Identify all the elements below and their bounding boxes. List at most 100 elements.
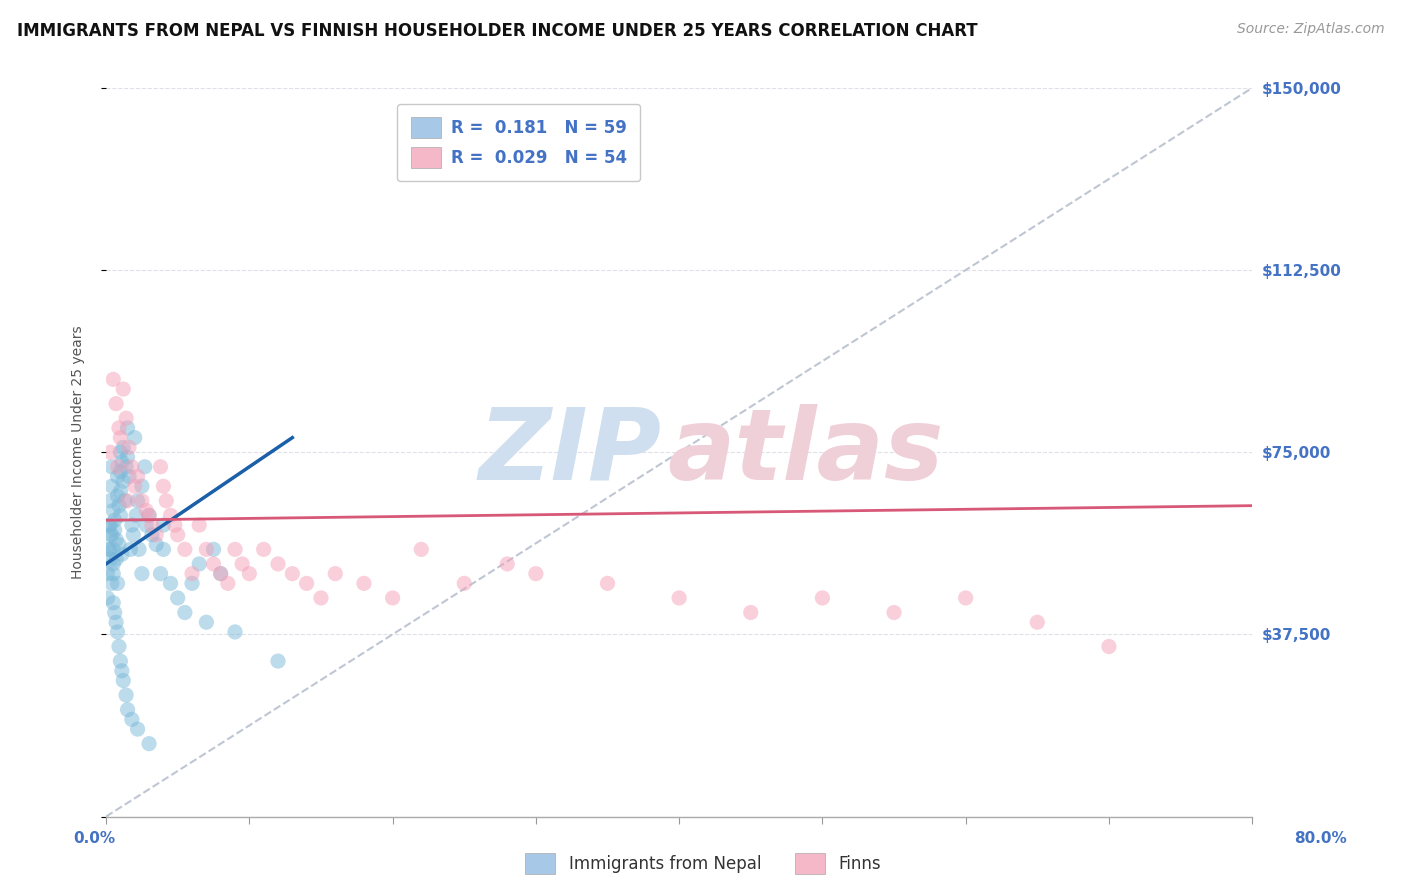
- Point: [104, 606, 127, 620]
- Point: [111, 547, 134, 561]
- Point: [100, 493, 122, 508]
- Point: [159, 508, 181, 523]
- Point: [202, 557, 225, 571]
- Point: [112, 382, 135, 396]
- Legend: Immigrants from Nepal, Finns: Immigrants from Nepal, Finns: [520, 847, 886, 880]
- Point: [134, 459, 156, 474]
- Point: [1026, 615, 1049, 630]
- Point: [118, 441, 141, 455]
- Point: [138, 508, 160, 523]
- Point: [740, 606, 762, 620]
- Point: [100, 518, 122, 533]
- Point: [100, 445, 122, 459]
- Point: [668, 591, 690, 605]
- Point: [105, 533, 128, 547]
- Point: [496, 557, 519, 571]
- Point: [110, 465, 132, 479]
- Point: [96, 591, 118, 605]
- Point: [135, 518, 157, 533]
- Point: [104, 523, 127, 537]
- Point: [105, 397, 128, 411]
- Point: [117, 450, 139, 464]
- Point: [101, 576, 124, 591]
- Point: [115, 688, 138, 702]
- Point: [115, 459, 138, 474]
- Point: [121, 712, 143, 726]
- Point: [107, 469, 129, 483]
- Point: [108, 640, 131, 654]
- Point: [110, 508, 132, 523]
- Point: [112, 441, 135, 455]
- Point: [166, 528, 188, 542]
- Point: [883, 606, 905, 620]
- Point: [107, 459, 129, 474]
- Point: [103, 566, 125, 581]
- Point: [152, 542, 174, 557]
- Point: [110, 445, 132, 459]
- Point: [108, 537, 131, 551]
- Point: [101, 528, 124, 542]
- Point: [453, 576, 475, 591]
- Point: [110, 654, 132, 668]
- Point: [166, 591, 188, 605]
- Point: [110, 484, 132, 499]
- Point: [141, 528, 163, 542]
- Point: [103, 542, 125, 557]
- Point: [173, 542, 195, 557]
- Point: [163, 518, 186, 533]
- Point: [103, 596, 125, 610]
- Point: [138, 737, 160, 751]
- Point: [381, 591, 404, 605]
- Point: [104, 513, 127, 527]
- Point: [110, 431, 132, 445]
- Y-axis label: Householder Income Under 25 years: Householder Income Under 25 years: [72, 326, 86, 579]
- Point: [127, 469, 149, 483]
- Point: [596, 576, 619, 591]
- Text: 0.0%: 0.0%: [73, 831, 115, 846]
- Point: [149, 459, 172, 474]
- Point: [353, 576, 375, 591]
- Point: [131, 493, 153, 508]
- Point: [267, 557, 290, 571]
- Point: [209, 566, 232, 581]
- Point: [152, 479, 174, 493]
- Point: [127, 493, 149, 508]
- Point: [217, 576, 239, 591]
- Text: ZIP: ZIP: [479, 404, 662, 500]
- Point: [141, 518, 163, 533]
- Point: [121, 459, 143, 474]
- Text: atlas: atlas: [668, 404, 945, 500]
- Point: [267, 654, 290, 668]
- Point: [107, 624, 129, 639]
- Point: [181, 566, 204, 581]
- Text: IMMIGRANTS FROM NEPAL VS FINNISH HOUSEHOLDER INCOME UNDER 25 YEARS CORRELATION C: IMMIGRANTS FROM NEPAL VS FINNISH HOUSEHO…: [17, 22, 977, 40]
- Point: [97, 518, 120, 533]
- Point: [117, 493, 139, 508]
- Point: [231, 557, 253, 571]
- Point: [159, 576, 181, 591]
- Point: [122, 528, 145, 542]
- Point: [121, 518, 143, 533]
- Point: [238, 566, 260, 581]
- Point: [1098, 640, 1121, 654]
- Legend: R =  0.181   N = 59, R =  0.029   N = 54: R = 0.181 N = 59, R = 0.029 N = 54: [398, 103, 640, 181]
- Point: [131, 566, 153, 581]
- Point: [253, 542, 276, 557]
- Point: [195, 615, 218, 630]
- Point: [105, 615, 128, 630]
- Point: [411, 542, 433, 557]
- Point: [135, 503, 157, 517]
- Point: [124, 479, 146, 493]
- Point: [281, 566, 304, 581]
- Point: [97, 542, 120, 557]
- Point: [111, 664, 134, 678]
- Point: [118, 469, 141, 483]
- Point: [114, 493, 136, 508]
- Point: [103, 372, 125, 386]
- Point: [224, 542, 246, 557]
- Point: [107, 489, 129, 503]
- Point: [97, 542, 120, 557]
- Point: [145, 537, 167, 551]
- Point: [108, 499, 131, 513]
- Point: [209, 566, 232, 581]
